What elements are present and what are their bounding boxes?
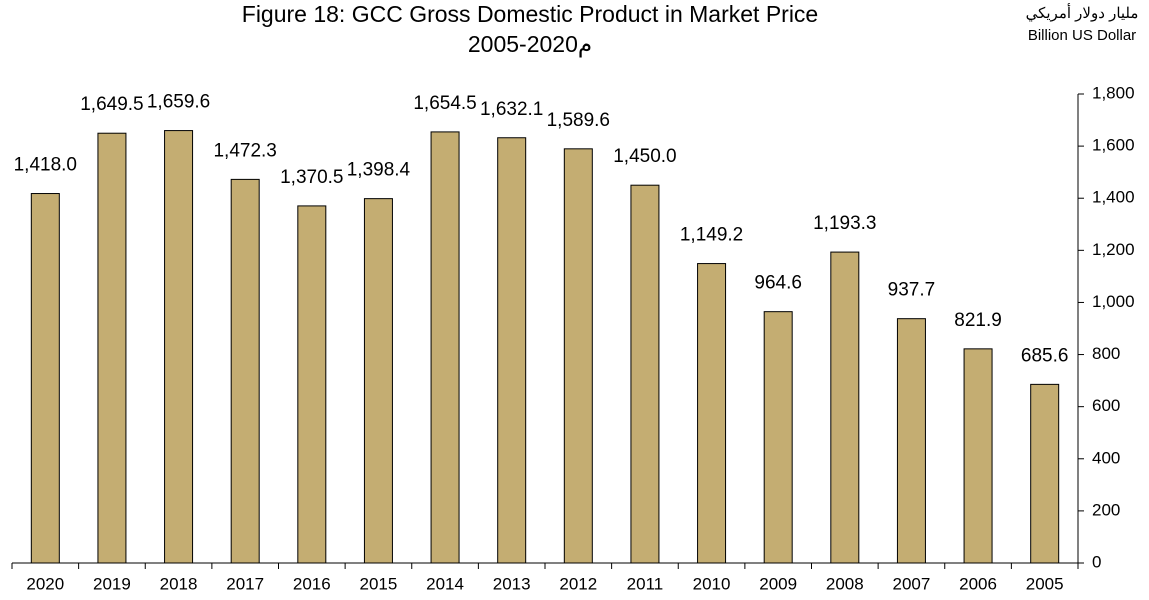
x-tick-label: 2006 bbox=[959, 574, 997, 593]
x-tick-label: 2015 bbox=[360, 574, 398, 593]
y-tick-label: 1,000 bbox=[1092, 292, 1135, 311]
data-label: 964.6 bbox=[754, 273, 802, 294]
x-tick-label: 2010 bbox=[693, 574, 731, 593]
x-tick-label: 2017 bbox=[226, 574, 264, 593]
x-tick-label: 2012 bbox=[559, 574, 597, 593]
data-label: 1,450.0 bbox=[613, 146, 676, 167]
x-tick-label: 2013 bbox=[493, 574, 531, 593]
y-tick-label: 600 bbox=[1092, 396, 1120, 415]
data-label: 1,472.3 bbox=[213, 140, 276, 161]
x-tick-label: 2005 bbox=[1026, 574, 1064, 593]
data-label: 1,418.0 bbox=[14, 155, 77, 176]
data-label: 1,149.2 bbox=[680, 225, 743, 246]
x-tick-label: 2016 bbox=[293, 574, 331, 593]
data-label: 1,398.4 bbox=[347, 160, 411, 181]
x-tick-label: 2014 bbox=[426, 574, 464, 593]
x-tick-label: 2009 bbox=[759, 574, 797, 593]
x-tick-label: 2007 bbox=[893, 574, 931, 593]
bar bbox=[30, 193, 60, 564]
y-tick-label: 800 bbox=[1092, 344, 1120, 363]
data-label: 1,654.5 bbox=[413, 93, 476, 114]
data-label: 1,632.1 bbox=[480, 99, 543, 120]
y-tick-label: 1,800 bbox=[1092, 83, 1135, 102]
data-label: 1,589.6 bbox=[547, 110, 610, 131]
chart-subtitle: 2005-2020م bbox=[468, 31, 592, 58]
data-label: 1,370.5 bbox=[280, 167, 343, 188]
x-tick-label: 2019 bbox=[93, 574, 131, 593]
bar bbox=[697, 263, 727, 564]
y-tick-label: 1,600 bbox=[1092, 136, 1135, 155]
x-tick-label: 2020 bbox=[26, 574, 64, 593]
bar bbox=[363, 198, 393, 564]
y-tick-label: 200 bbox=[1092, 500, 1120, 519]
chart-title: Figure 18: GCC Gross Domestic Product in… bbox=[242, 1, 818, 27]
data-label: 1,649.5 bbox=[80, 94, 143, 115]
x-tick-label: 2008 bbox=[826, 574, 864, 593]
bar bbox=[1030, 383, 1060, 564]
bar bbox=[563, 148, 593, 564]
bar bbox=[963, 348, 993, 564]
data-label: 1,659.6 bbox=[147, 92, 210, 113]
y-tick-label: 1,400 bbox=[1092, 188, 1135, 207]
bar bbox=[830, 251, 860, 564]
bar bbox=[497, 137, 527, 564]
y-axis-label-ar: مليار دولار أمريكي bbox=[1026, 3, 1139, 22]
data-label: 1,193.3 bbox=[813, 213, 876, 234]
y-axis-label: Billion US Dollar bbox=[1028, 27, 1136, 44]
bar bbox=[630, 184, 660, 564]
bar bbox=[763, 311, 793, 564]
bar bbox=[97, 132, 127, 564]
y-tick-label: 400 bbox=[1092, 448, 1120, 467]
data-label: 821.9 bbox=[954, 310, 1002, 331]
bar bbox=[297, 205, 327, 564]
data-label: 937.7 bbox=[888, 280, 936, 301]
x-tick-label: 2011 bbox=[627, 574, 664, 593]
bar bbox=[430, 131, 460, 564]
y-tick-label: 1,200 bbox=[1092, 240, 1135, 259]
data-label: 685.6 bbox=[1021, 345, 1069, 366]
bar bbox=[230, 178, 260, 564]
bar bbox=[896, 318, 926, 564]
y-tick-label: 0 bbox=[1092, 552, 1101, 571]
x-tick-label: 2018 bbox=[160, 574, 198, 593]
bar bbox=[164, 130, 194, 564]
